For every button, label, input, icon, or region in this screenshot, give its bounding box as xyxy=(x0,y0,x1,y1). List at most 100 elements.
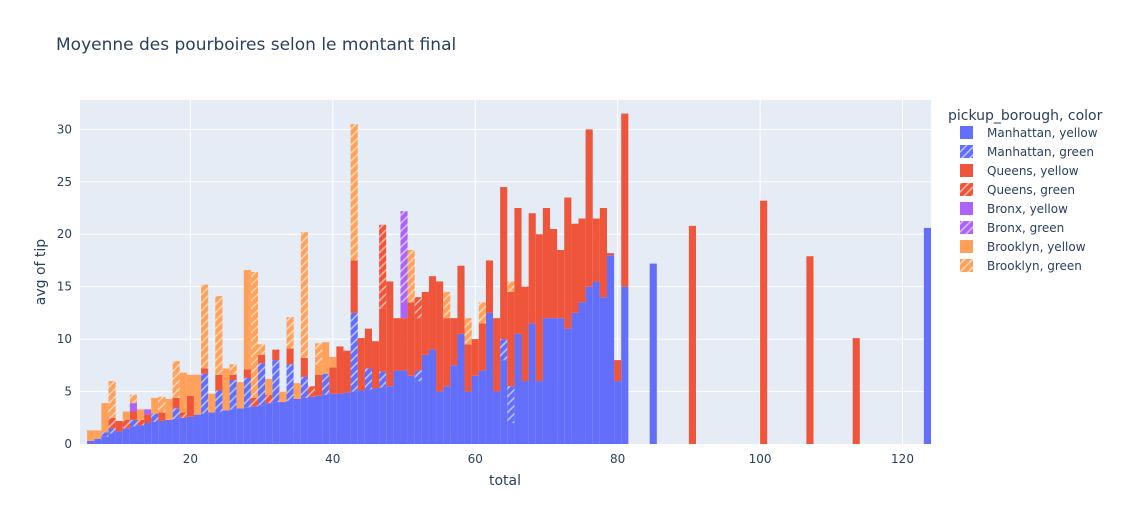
bar[interactable] xyxy=(421,291,429,355)
bar[interactable] xyxy=(158,396,166,413)
bar[interactable] xyxy=(436,281,444,392)
bar[interactable] xyxy=(236,382,244,409)
bar[interactable] xyxy=(201,413,209,444)
bar[interactable] xyxy=(585,286,593,444)
bar[interactable] xyxy=(614,381,622,444)
bar[interactable] xyxy=(443,386,451,444)
bar[interactable] xyxy=(258,363,266,406)
bar[interactable] xyxy=(485,312,494,444)
bar[interactable] xyxy=(407,375,415,444)
bar[interactable] xyxy=(528,323,536,444)
bar[interactable] xyxy=(129,394,137,404)
bar[interactable] xyxy=(350,124,358,261)
bar[interactable] xyxy=(621,286,629,444)
bar[interactable] xyxy=(151,397,159,414)
bar[interactable] xyxy=(649,263,657,444)
bar[interactable] xyxy=(258,344,266,355)
bar[interactable] xyxy=(108,428,116,434)
bar-marks[interactable] xyxy=(87,113,931,444)
bar[interactable] xyxy=(300,358,308,377)
bar[interactable] xyxy=(329,393,337,444)
bar[interactable] xyxy=(371,341,380,389)
bar[interactable] xyxy=(108,433,116,444)
bar[interactable] xyxy=(215,296,223,375)
bar[interactable] xyxy=(250,397,259,407)
bar[interactable] xyxy=(379,308,387,372)
bar[interactable] xyxy=(478,370,486,444)
bar[interactable] xyxy=(286,364,294,401)
bar[interactable] xyxy=(201,284,209,369)
bar[interactable] xyxy=(179,412,187,418)
bar[interactable] xyxy=(350,260,358,313)
legend-swatch[interactable] xyxy=(960,183,973,196)
bar[interactable] xyxy=(158,420,166,444)
bar[interactable] xyxy=(243,377,251,408)
bar[interactable] xyxy=(428,349,437,444)
bar[interactable] xyxy=(471,339,479,376)
bar[interactable] xyxy=(315,374,323,396)
bar[interactable] xyxy=(329,356,337,368)
bar[interactable] xyxy=(606,253,615,256)
bar[interactable] xyxy=(343,392,351,444)
bar[interactable] xyxy=(108,381,116,418)
bar[interactable] xyxy=(760,200,768,444)
bar[interactable] xyxy=(578,302,586,444)
bar[interactable] xyxy=(101,432,109,437)
bar[interactable] xyxy=(379,224,387,309)
bar[interactable] xyxy=(315,395,323,444)
bar[interactable] xyxy=(336,346,344,394)
bar[interactable] xyxy=(386,386,394,444)
bar[interactable] xyxy=(265,403,273,444)
bar[interactable] xyxy=(364,328,372,369)
bar[interactable] xyxy=(407,302,415,376)
bar[interactable] xyxy=(87,430,95,441)
bar[interactable] xyxy=(172,408,180,419)
bar[interactable] xyxy=(115,420,123,432)
bar[interactable] xyxy=(350,391,358,444)
legend-swatch[interactable] xyxy=(960,145,973,158)
bar[interactable] xyxy=(542,318,551,444)
bar[interactable] xyxy=(478,302,486,324)
bar[interactable] xyxy=(87,440,95,444)
bar[interactable] xyxy=(457,265,465,334)
bar[interactable] xyxy=(336,393,344,444)
legend-item-label[interactable]: Queens, green xyxy=(987,183,1075,197)
bar[interactable] xyxy=(94,430,102,439)
legend-swatch[interactable] xyxy=(960,221,973,234)
bar[interactable] xyxy=(371,388,380,444)
bar[interactable] xyxy=(521,286,529,382)
bar[interactable] xyxy=(144,409,152,415)
bar[interactable] xyxy=(564,328,572,444)
bar[interactable] xyxy=(122,419,130,429)
bar[interactable] xyxy=(300,397,308,444)
bar[interactable] xyxy=(322,394,330,444)
bar[interactable] xyxy=(279,402,287,444)
bar[interactable] xyxy=(265,394,273,404)
bar[interactable] xyxy=(250,406,259,444)
legend-item-label[interactable]: Bronx, yellow xyxy=(987,202,1068,216)
bar[interactable] xyxy=(542,208,551,319)
bar[interactable] xyxy=(571,312,579,444)
legend-swatch[interactable] xyxy=(960,126,973,139)
bar[interactable] xyxy=(414,318,422,371)
bar[interactable] xyxy=(688,225,696,444)
bar[interactable] xyxy=(379,387,387,444)
bar[interactable] xyxy=(94,438,102,444)
bar[interactable] xyxy=(172,361,180,398)
bar[interactable] xyxy=(599,208,607,298)
bar[interactable] xyxy=(115,431,123,444)
legend-item-label[interactable]: Manhattan, green xyxy=(987,145,1094,159)
legend-swatch[interactable] xyxy=(960,259,973,272)
bar[interactable] xyxy=(414,297,422,319)
bar[interactable] xyxy=(186,395,194,417)
bar[interactable] xyxy=(129,403,137,412)
legend-item-label[interactable]: Brooklyn, green xyxy=(987,259,1082,273)
bar[interactable] xyxy=(236,408,244,444)
bar[interactable] xyxy=(471,375,479,444)
bar[interactable] xyxy=(606,255,615,444)
bar[interactable] xyxy=(557,249,565,319)
bar[interactable] xyxy=(464,391,472,444)
legend[interactable]: pickup_borough, color Manhattan, yellow M… xyxy=(948,108,1103,273)
bar[interactable] xyxy=(229,409,237,444)
bar[interactable] xyxy=(357,390,365,444)
